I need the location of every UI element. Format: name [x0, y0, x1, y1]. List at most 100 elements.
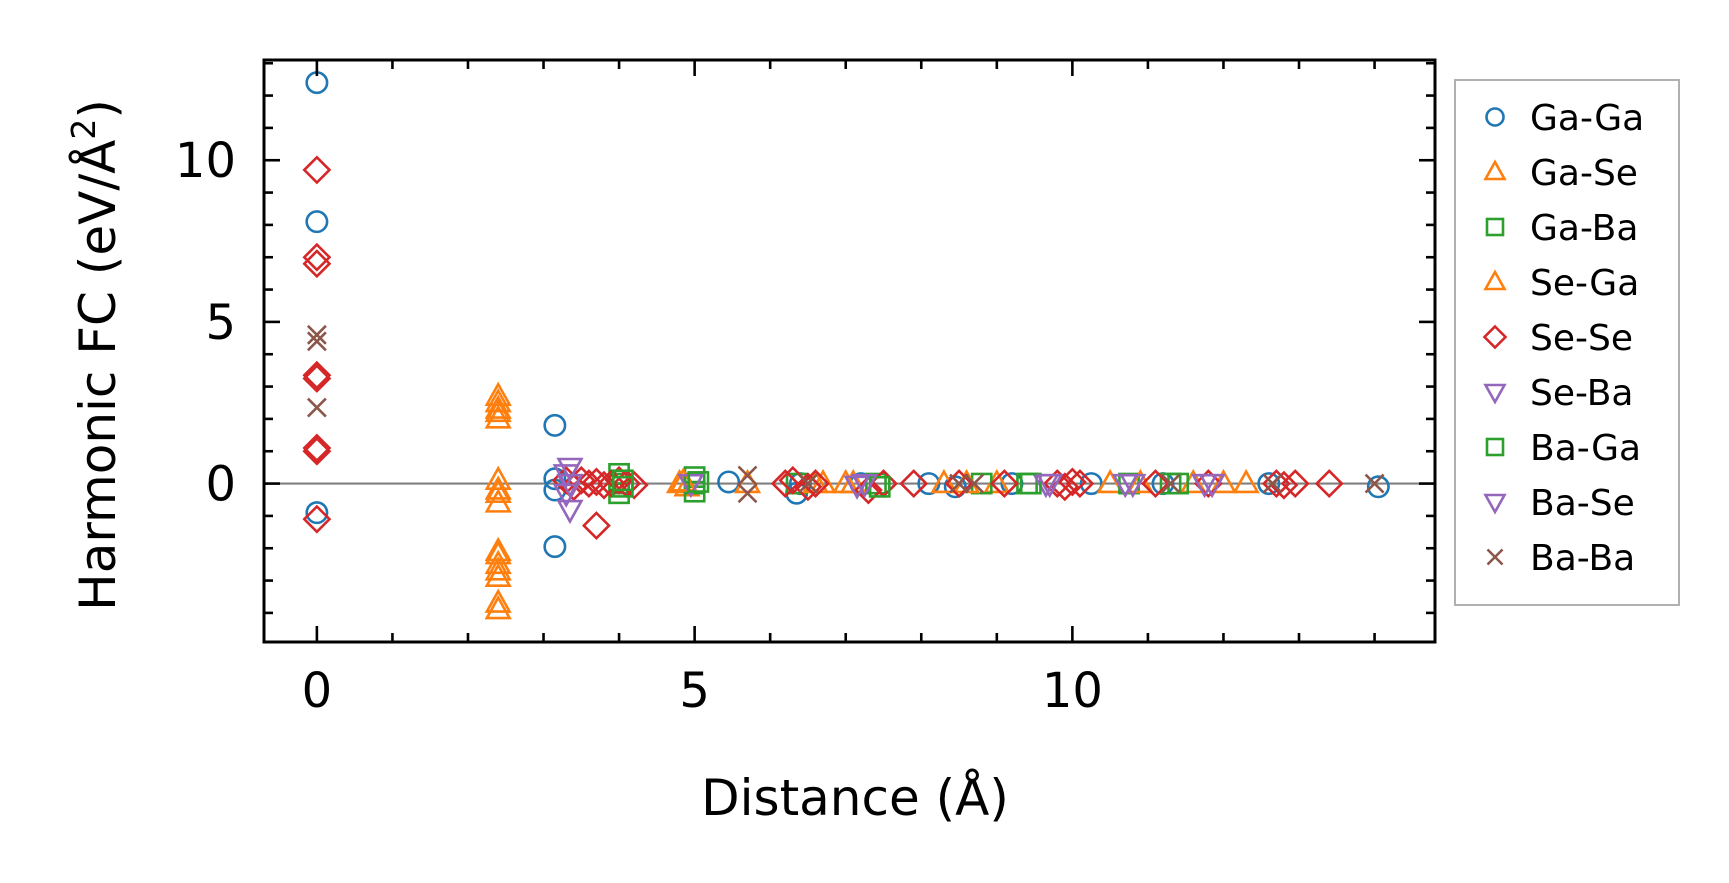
data-point — [484, 397, 512, 423]
data-point — [302, 242, 332, 272]
data-point — [484, 404, 512, 429]
data-point — [611, 475, 634, 498]
legend-marker-diamond — [1482, 324, 1508, 350]
y-tick-label: 0 — [205, 457, 236, 513]
legend-marker-triangle-up — [1483, 269, 1507, 291]
data-point — [556, 499, 584, 525]
data-point — [1065, 469, 1095, 499]
legend-item: Ba-Ba — [1486, 538, 1635, 579]
data-point — [737, 465, 758, 486]
legend-label: Ga-Se — [1530, 153, 1638, 194]
data-point — [543, 535, 567, 559]
data-point — [717, 470, 741, 494]
data-point — [843, 475, 871, 500]
legend-label: Se-Se — [1530, 318, 1633, 359]
legend-item: Ga-Se — [1483, 153, 1638, 194]
y-tick-label: 5 — [205, 295, 236, 351]
data-point — [1280, 469, 1310, 499]
legend-item: Se-Ba — [1483, 373, 1633, 414]
data-point — [484, 478, 512, 503]
data-point — [484, 556, 512, 581]
y-axis-label: Harmonic FC (eV/Å2) — [64, 99, 127, 611]
legend-label: Ba-Ba — [1530, 538, 1635, 579]
data-point — [1262, 473, 1283, 494]
data-point — [1079, 472, 1103, 496]
data-point — [302, 360, 332, 390]
plot-frame — [262, 58, 1437, 644]
data-point — [1141, 469, 1170, 499]
y-axis-label-main: Harmonic FC (eV/Å — [69, 140, 127, 611]
data-point — [302, 249, 332, 279]
legend-marker-x — [1486, 548, 1504, 566]
data-point — [543, 413, 567, 437]
data-point — [801, 469, 830, 499]
x-tick-label: 0 — [302, 663, 333, 719]
series-ba-ba — [306, 324, 1385, 504]
legend-marker-triangle-down — [1483, 383, 1507, 405]
data-point — [899, 469, 929, 499]
series-ba-se — [552, 464, 1219, 508]
legend-label: Ga-Ga — [1530, 98, 1644, 139]
data-point — [543, 467, 567, 491]
legend-label: Ba-Se — [1530, 483, 1635, 524]
data-point — [1042, 469, 1072, 499]
data-point — [1314, 469, 1344, 499]
data-point — [552, 483, 580, 508]
data-point — [306, 331, 327, 352]
x-tick-label: 5 — [679, 663, 710, 719]
data-point — [1096, 468, 1124, 494]
data-point — [1119, 473, 1147, 499]
legend-label: Se-Ba — [1530, 373, 1633, 414]
data-point — [1257, 472, 1281, 496]
data-point — [1036, 473, 1064, 499]
data-point — [943, 475, 967, 499]
series-se-se — [302, 155, 1344, 541]
legend-marker-square — [1485, 217, 1505, 237]
data-point — [793, 472, 823, 502]
data-point — [619, 470, 649, 500]
data-point — [949, 473, 969, 494]
data-point — [964, 473, 985, 494]
data-point — [484, 475, 512, 500]
data-point — [687, 471, 710, 493]
data-point — [1057, 467, 1087, 497]
data-point — [1364, 473, 1385, 494]
data-point — [1160, 473, 1181, 494]
data-point — [989, 469, 1019, 499]
y-tick-label: 10 — [175, 133, 236, 189]
data-point — [484, 540, 512, 565]
data-point — [677, 473, 705, 499]
data-point — [552, 464, 580, 489]
data-point — [737, 483, 758, 504]
data-point — [1366, 475, 1390, 499]
legend-item: Ba-Se — [1483, 483, 1635, 524]
legend-item: Se-Ga — [1483, 263, 1639, 304]
data-point — [850, 473, 879, 499]
data-point — [302, 433, 332, 463]
data-point — [302, 364, 332, 393]
data-point — [1167, 472, 1190, 495]
legend-marker-circle — [1485, 107, 1505, 127]
legend-item: Ga-Ba — [1485, 208, 1638, 249]
y-axis-label-close: ) — [69, 99, 127, 119]
data-point — [484, 488, 512, 513]
data-point — [306, 397, 327, 418]
legend-marker-square — [1485, 437, 1505, 457]
data-point — [484, 588, 512, 613]
axes: 0 5 10 0 5 10 — [175, 58, 1437, 719]
data-point — [302, 436, 332, 466]
data-point — [305, 501, 329, 525]
legend-item: Se-Se — [1482, 318, 1633, 359]
data-point — [484, 388, 512, 413]
data-point — [1190, 473, 1219, 499]
data-point — [1193, 469, 1223, 499]
data-point — [484, 595, 512, 620]
legend-label: Se-Ga — [1530, 263, 1639, 304]
legend-marker-triangle-up — [1483, 159, 1507, 181]
data-point — [305, 210, 329, 234]
data-point — [1232, 468, 1260, 494]
legend-label: Ba-Ga — [1530, 428, 1641, 469]
data-point — [484, 394, 512, 419]
x-axis-label: Distance (Å) — [701, 769, 1009, 827]
